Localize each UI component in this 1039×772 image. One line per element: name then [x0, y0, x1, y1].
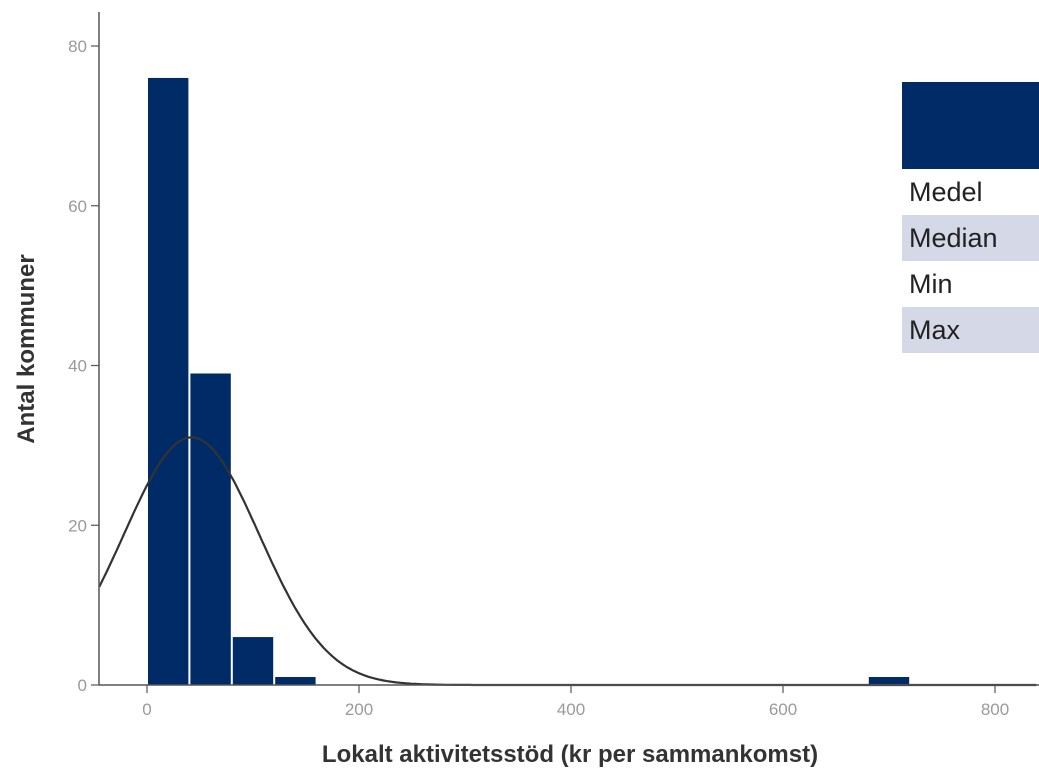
y-axis-title: Antal kommuner — [13, 254, 40, 443]
y-ticks: 0 20 40 60 80 — [68, 37, 99, 695]
legend: Medel Median Min Max — [902, 82, 1039, 353]
histogram-bar-0 — [148, 77, 189, 685]
legend-row-max: Max — [902, 307, 1039, 353]
legend-swatch — [902, 82, 1039, 169]
x-tick-label: 200 — [345, 700, 373, 719]
x-tick-label: 0 — [142, 700, 151, 719]
x-tick-label: 400 — [557, 700, 585, 719]
x-ticks: 0 200 400 600 800 — [142, 685, 1009, 719]
x-tick-label: 800 — [981, 700, 1009, 719]
y-tick-label: 0 — [78, 676, 87, 695]
y-tick-label: 20 — [68, 516, 87, 535]
legend-row-median: Median — [902, 215, 1039, 261]
histogram-bar-3 — [275, 677, 316, 685]
histogram-bar-1 — [190, 373, 231, 685]
x-tick-label: 600 — [769, 700, 797, 719]
y-tick-label: 40 — [68, 357, 87, 376]
bars-group — [148, 77, 910, 685]
legend-row-min: Min — [909, 269, 953, 299]
legend-row-medel: Medel — [909, 177, 983, 207]
histogram-bar-4 — [868, 677, 910, 685]
y-tick-label: 80 — [68, 37, 87, 56]
x-axis-title: Lokalt aktivitetsstöd (kr per sammankoms… — [322, 741, 818, 768]
histogram-bar-2 — [232, 637, 274, 685]
y-tick-label: 60 — [68, 197, 87, 216]
